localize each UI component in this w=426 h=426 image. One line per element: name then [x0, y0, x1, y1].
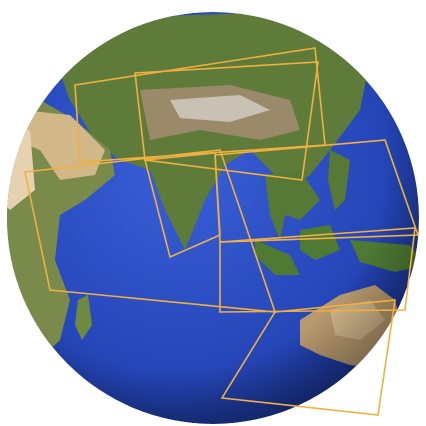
- globe-shade: [7, 12, 419, 424]
- domain-box: [219, 227, 416, 313]
- domain-box: [134, 61, 319, 181]
- domain-box: [214, 139, 420, 243]
- domain-boxes: [24, 47, 420, 416]
- domain-box: [220, 299, 396, 416]
